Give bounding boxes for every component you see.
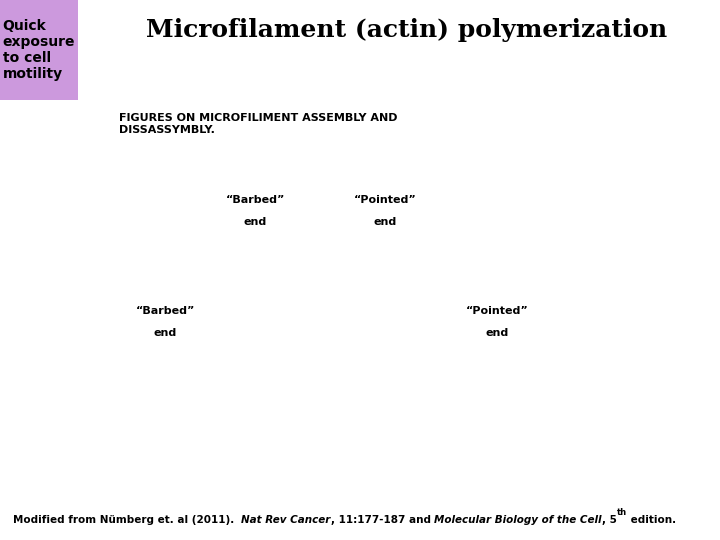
- Text: end: end: [244, 217, 267, 227]
- Text: end: end: [485, 327, 508, 338]
- Text: Microfilament (actin) polymerization: Microfilament (actin) polymerization: [146, 18, 667, 42]
- Text: edition.: edition.: [627, 515, 676, 525]
- Text: FIGURES ON MICROFILIMENT ASSEMBLY AND
DISSASSYMBLY.: FIGURES ON MICROFILIMENT ASSEMBLY AND DI…: [119, 113, 397, 135]
- Text: Quick
exposure
to cell
motility: Quick exposure to cell motility: [3, 19, 75, 81]
- Text: th: th: [617, 508, 627, 517]
- Text: “Barbed”: “Barbed”: [226, 195, 285, 205]
- Text: , 11:177-187 and: , 11:177-187 and: [330, 515, 434, 525]
- Text: “Pointed”: “Pointed”: [465, 306, 528, 316]
- Text: end: end: [374, 217, 397, 227]
- Text: Nat Rev Cancer: Nat Rev Cancer: [241, 515, 330, 525]
- Text: Molecular Biology of the Cell: Molecular Biology of the Cell: [434, 515, 602, 525]
- FancyBboxPatch shape: [0, 0, 78, 100]
- Text: “Pointed”: “Pointed”: [354, 195, 417, 205]
- Text: , 5: , 5: [602, 515, 617, 525]
- Text: “Barbed”: “Barbed”: [136, 306, 195, 316]
- Text: Modified from Nümberg et. al (2011).: Modified from Nümberg et. al (2011).: [13, 515, 241, 525]
- Text: end: end: [154, 327, 177, 338]
